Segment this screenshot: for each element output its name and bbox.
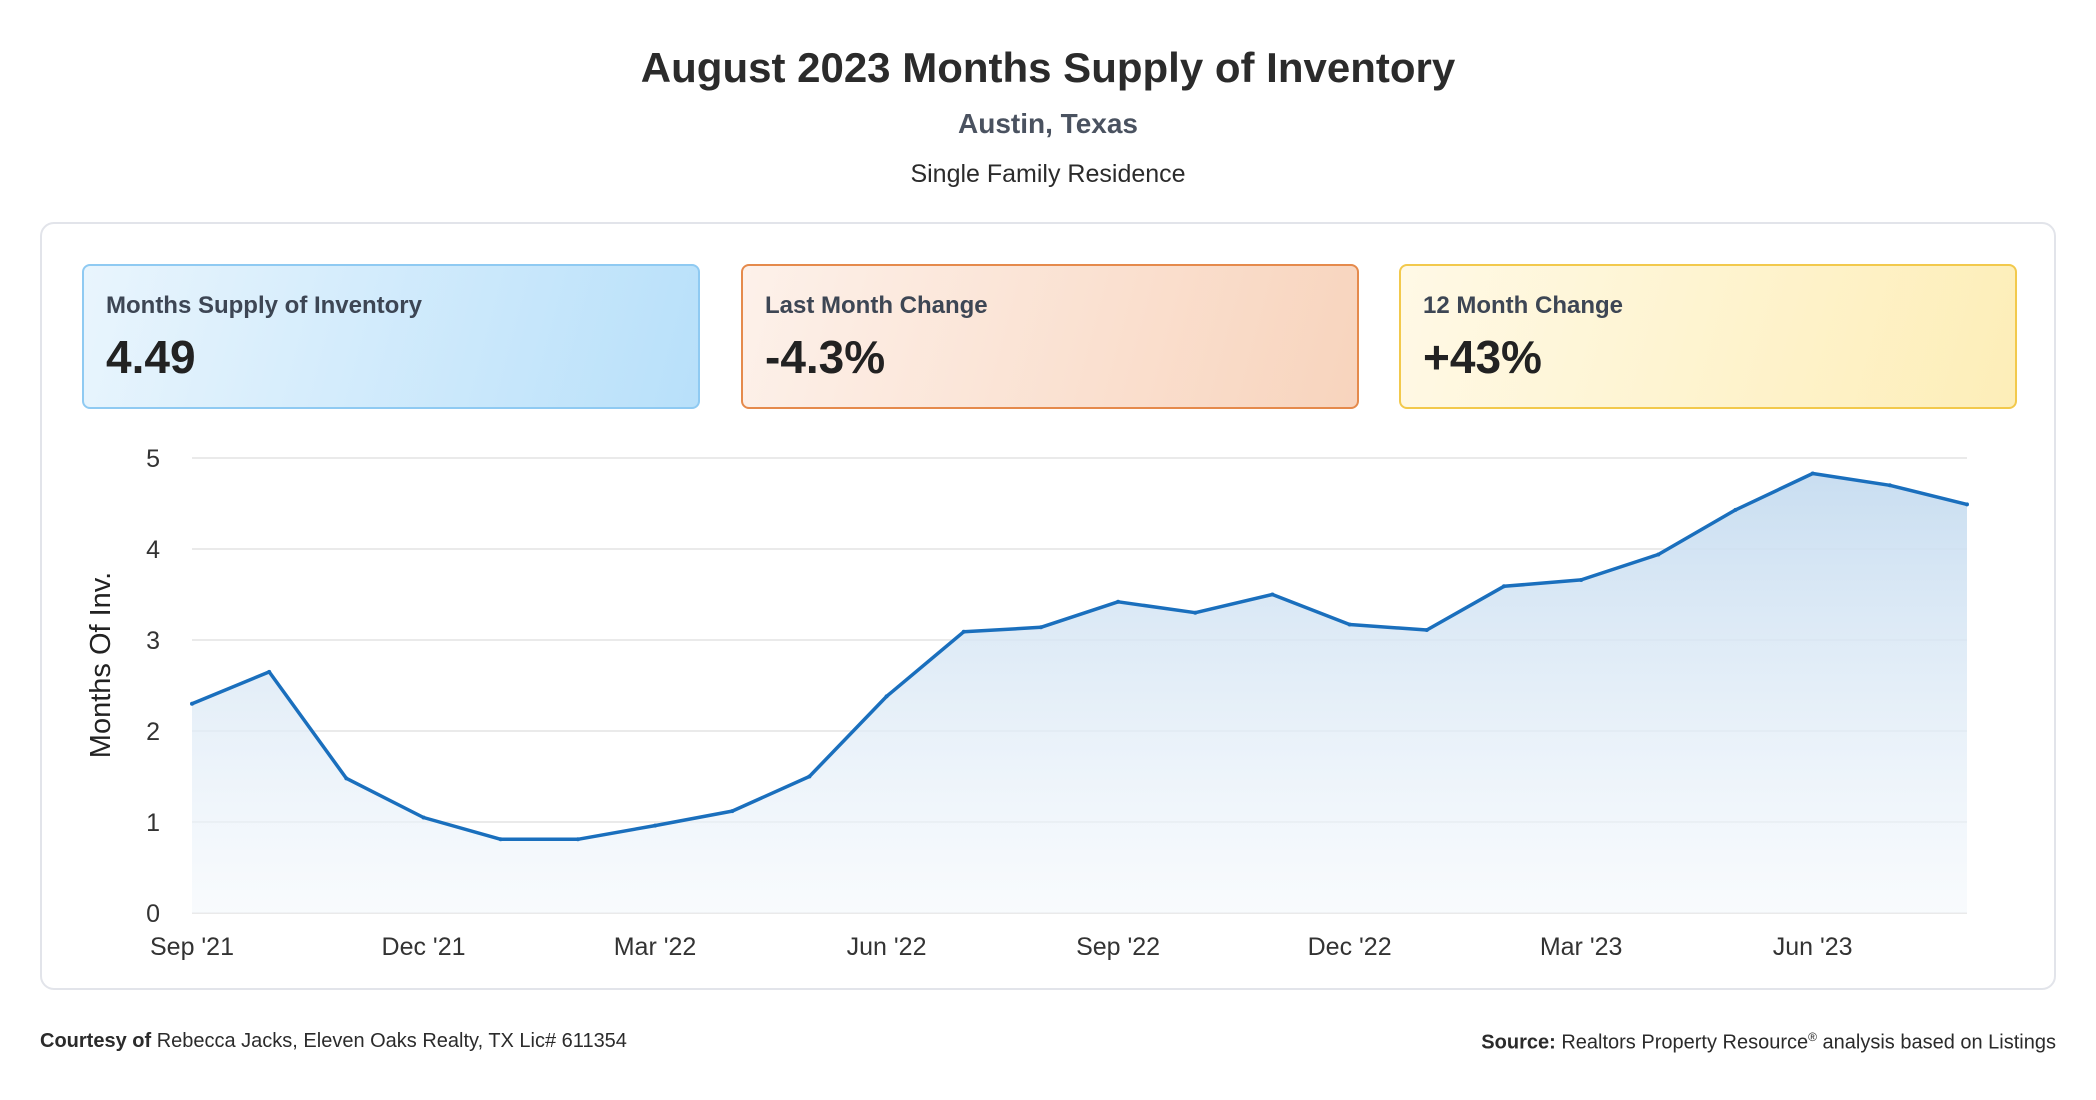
card-label: 12 Month Change — [1423, 292, 1624, 319]
courtesy-text: Rebecca Jacks, Eleven Oaks Realty, TX Li… — [156, 1030, 627, 1052]
card-value: +43% — [1423, 331, 1542, 383]
data-point — [653, 823, 658, 828]
y-axis-title: Months Of Inv. — [85, 572, 117, 758]
data-point — [1887, 483, 1892, 488]
card-label: Last Month Change — [765, 292, 988, 319]
series-line — [191, 471, 1968, 842]
page-title: August 2023 Months Supply of Inventory — [640, 44, 1456, 91]
series-area — [192, 473, 1967, 913]
source-text-suffix: analysis based on Listings — [1822, 1031, 2056, 1054]
x-tick-label: Dec '21 — [382, 933, 466, 961]
data-point — [575, 837, 580, 842]
data-point — [1038, 625, 1043, 630]
data-point — [267, 669, 272, 674]
data-point — [344, 776, 349, 781]
data-point — [1810, 471, 1815, 476]
location-subtitle: Austin, Texas — [958, 108, 1138, 139]
data-point — [961, 629, 966, 634]
data-point — [730, 809, 735, 814]
y-tick-label: 4 — [146, 536, 160, 564]
data-point — [807, 774, 812, 779]
data-point — [498, 837, 503, 842]
data-point — [1193, 610, 1198, 615]
data-point — [1116, 599, 1121, 604]
card-value: 4.49 — [106, 331, 196, 383]
x-tick-label: Sep '21 — [150, 933, 234, 961]
card-value: -4.3% — [765, 331, 886, 383]
data-point — [884, 694, 889, 699]
data-point — [1424, 627, 1429, 632]
registered-mark: ® — [1808, 1030, 1817, 1044]
x-tick-label: Mar '22 — [614, 933, 697, 961]
data-point — [190, 701, 194, 706]
x-tick-label: Mar '23 — [1540, 933, 1623, 961]
y-tick-label: 3 — [146, 627, 160, 655]
y-tick-label: 2 — [146, 718, 160, 746]
data-point — [1270, 592, 1275, 597]
y-tick-label: 0 — [146, 900, 160, 928]
x-tick-label: Sep '22 — [1076, 933, 1160, 961]
data-point — [1579, 577, 1584, 582]
data-point — [1347, 622, 1352, 627]
card-label: Months Supply of Inventory — [106, 292, 422, 319]
y-tick-label: 5 — [146, 445, 160, 473]
x-tick-label: Dec '22 — [1308, 933, 1392, 961]
x-tick-label: Jun '22 — [847, 933, 927, 961]
months-supply-card: Months Supply of Inventory 4.49 — [82, 264, 700, 409]
courtesy-footer: Courtesy of Rebecca Jacks, Eleven Oaks R… — [40, 1030, 627, 1053]
source-label: Source: — [1481, 1031, 1556, 1054]
data-point — [1656, 552, 1661, 557]
twelve-month-change-card: 12 Month Change +43% — [1399, 264, 2017, 409]
source-footer: Source: Realtors Property Resource® anal… — [1481, 1030, 2056, 1055]
data-point — [1501, 584, 1506, 589]
last-month-change-card: Last Month Change -4.3% — [741, 264, 1359, 409]
y-tick-label: 1 — [146, 809, 160, 837]
x-tick-label: Jun '23 — [1773, 933, 1853, 961]
data-point — [1733, 507, 1738, 512]
data-point — [1965, 502, 1969, 507]
data-point — [421, 815, 426, 820]
source-text: Realtors Property Resource — [1561, 1031, 1809, 1054]
property-type: Single Family Residence — [910, 160, 1186, 188]
courtesy-label: Courtesy of — [40, 1030, 152, 1052]
